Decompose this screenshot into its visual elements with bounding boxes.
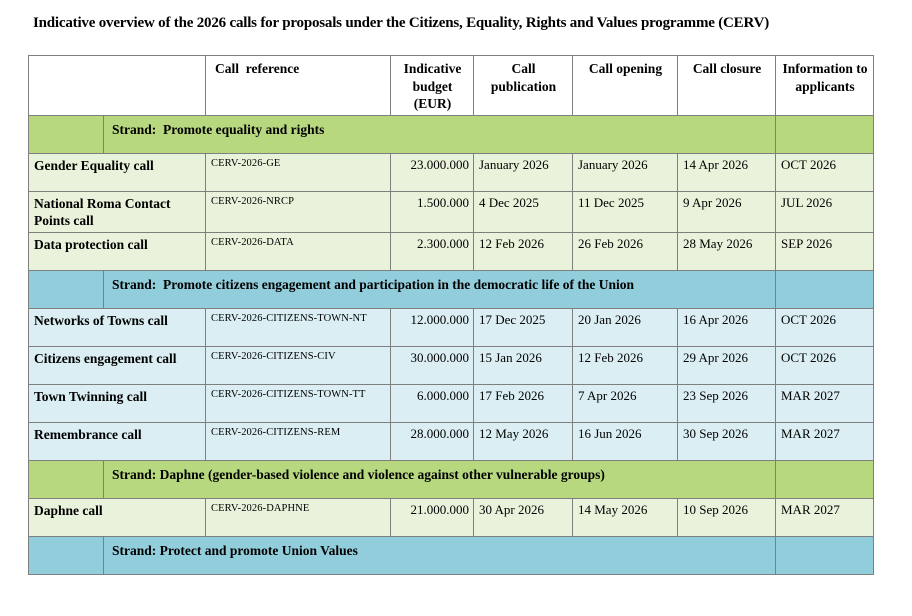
call-row-town-twinning: Town Twinning call CERV-2026-CITIZENS-TO… (28, 383, 874, 423)
strand-spacer-cell (775, 535, 874, 575)
info-cell: OCT 2026 (775, 152, 874, 192)
budget-cell: 28.000.000 (390, 421, 474, 461)
info-cell: OCT 2026 (775, 345, 874, 385)
call-reference-cell: CERV-2026-DATA (205, 231, 391, 271)
call-row-gender-equality: Gender Equality call CERV-2026-GE 23.000… (28, 152, 874, 192)
call-reference-cell: CERV-2026-CITIZENS-TOWN-TT (205, 383, 391, 423)
closure-cell: 16 Apr 2026 (677, 307, 776, 347)
closure-cell: 10 Sep 2026 (677, 497, 776, 537)
column-header-opening: Call opening (572, 55, 678, 116)
column-header-budget: Indicative budget (EUR) (390, 55, 474, 116)
column-header-blank (28, 55, 206, 116)
opening-cell: 16 Jun 2026 (572, 421, 678, 461)
call-reference-cell: CERV-2026-NRCP (205, 190, 391, 233)
document-title: Indicative overview of the 2026 calls fo… (33, 15, 770, 31)
call-name-cell: Daphne call (28, 497, 206, 537)
opening-cell: 12 Feb 2026 (572, 345, 678, 385)
column-header-closure: Call closure (677, 55, 776, 116)
call-row-remembrance: Remembrance call CERV-2026-CITIZENS-REM … (28, 421, 874, 461)
column-header-call-reference: Call reference (205, 55, 391, 116)
closure-cell: 23 Sep 2026 (677, 383, 776, 423)
opening-cell: 26 Feb 2026 (572, 231, 678, 271)
info-cell: MAR 2027 (775, 421, 874, 461)
info-cell: SEP 2026 (775, 231, 874, 271)
call-name-cell: Remembrance call (28, 421, 206, 461)
opening-cell: 14 May 2026 (572, 497, 678, 537)
closure-cell: 28 May 2026 (677, 231, 776, 271)
calls-overview-table: Call reference Indicative budget (EUR) C… (28, 55, 874, 575)
opening-cell: 11 Dec 2025 (572, 190, 678, 233)
info-cell: MAR 2027 (775, 497, 874, 537)
budget-cell: 6.000.000 (390, 383, 474, 423)
publication-cell: January 2026 (473, 152, 573, 192)
budget-cell: 23.000.000 (390, 152, 474, 192)
budget-cell: 2.300.000 (390, 231, 474, 271)
call-name-cell: National Roma Contact Points call (28, 190, 206, 233)
publication-cell: 17 Dec 2025 (473, 307, 573, 347)
call-name-cell: Data protection call (28, 231, 206, 271)
call-name-cell: Gender Equality call (28, 152, 206, 192)
closure-cell: 30 Sep 2026 (677, 421, 776, 461)
call-row-national-roma: National Roma Contact Points call CERV-2… (28, 190, 874, 233)
strand-header-row-union-values: Strand: Protect and promote Union Values (28, 535, 874, 575)
strand-spacer-cell (775, 459, 874, 499)
publication-cell: 17 Feb 2026 (473, 383, 573, 423)
closure-cell: 14 Apr 2026 (677, 152, 776, 192)
strand-spacer-cell (28, 535, 104, 575)
strand-header-row-daphne: Strand: Daphne (gender-based violence an… (28, 459, 874, 499)
call-reference-cell: CERV-2026-CITIZENS-REM (205, 421, 391, 461)
call-row-citizens-engagement: Citizens engagement call CERV-2026-CITIZ… (28, 345, 874, 385)
info-cell: MAR 2027 (775, 383, 874, 423)
closure-cell: 29 Apr 2026 (677, 345, 776, 385)
call-row-data-protection: Data protection call CERV-2026-DATA 2.30… (28, 231, 874, 271)
strand-spacer-cell (28, 114, 104, 154)
call-reference-cell: CERV-2026-GE (205, 152, 391, 192)
opening-cell: January 2026 (572, 152, 678, 192)
call-reference-cell: CERV-2026-DAPHNE (205, 497, 391, 537)
call-row-networks-of-towns: Networks of Towns call CERV-2026-CITIZEN… (28, 307, 874, 347)
publication-cell: 15 Jan 2026 (473, 345, 573, 385)
strand-spacer-cell (775, 114, 874, 154)
call-name-cell: Town Twinning call (28, 383, 206, 423)
info-cell: JUL 2026 (775, 190, 874, 233)
strand-header-row-citizens: Strand: Promote citizens engagement and … (28, 269, 874, 309)
budget-cell: 21.000.000 (390, 497, 474, 537)
strand-label: Strand: Daphne (gender-based violence an… (103, 459, 776, 499)
column-header-info: Information to applicants (775, 55, 874, 116)
publication-cell: 4 Dec 2025 (473, 190, 573, 233)
strand-label: Strand: Promote equality and rights (103, 114, 776, 154)
strand-label: Strand: Promote citizens engagement and … (103, 269, 776, 309)
budget-cell: 12.000.000 (390, 307, 474, 347)
call-reference-cell: CERV-2026-CITIZENS-TOWN-NT (205, 307, 391, 347)
opening-cell: 7 Apr 2026 (572, 383, 678, 423)
call-name-cell: Citizens engagement call (28, 345, 206, 385)
budget-cell: 1.500.000 (390, 190, 474, 233)
table-header-row: Call reference Indicative budget (EUR) C… (28, 55, 874, 116)
call-name-cell: Networks of Towns call (28, 307, 206, 347)
call-reference-cell: CERV-2026-CITIZENS-CIV (205, 345, 391, 385)
opening-cell: 20 Jan 2026 (572, 307, 678, 347)
info-cell: OCT 2026 (775, 307, 874, 347)
publication-cell: 12 Feb 2026 (473, 231, 573, 271)
publication-cell: 30 Apr 2026 (473, 497, 573, 537)
publication-cell: 12 May 2026 (473, 421, 573, 461)
column-header-publication: Call publication (473, 55, 573, 116)
strand-header-row-equality: Strand: Promote equality and rights (28, 114, 874, 154)
strand-spacer-cell (28, 459, 104, 499)
budget-cell: 30.000.000 (390, 345, 474, 385)
closure-cell: 9 Apr 2026 (677, 190, 776, 233)
strand-spacer-cell (28, 269, 104, 309)
call-row-daphne: Daphne call CERV-2026-DAPHNE 21.000.000 … (28, 497, 874, 537)
strand-spacer-cell (775, 269, 874, 309)
strand-label: Strand: Protect and promote Union Values (103, 535, 776, 575)
